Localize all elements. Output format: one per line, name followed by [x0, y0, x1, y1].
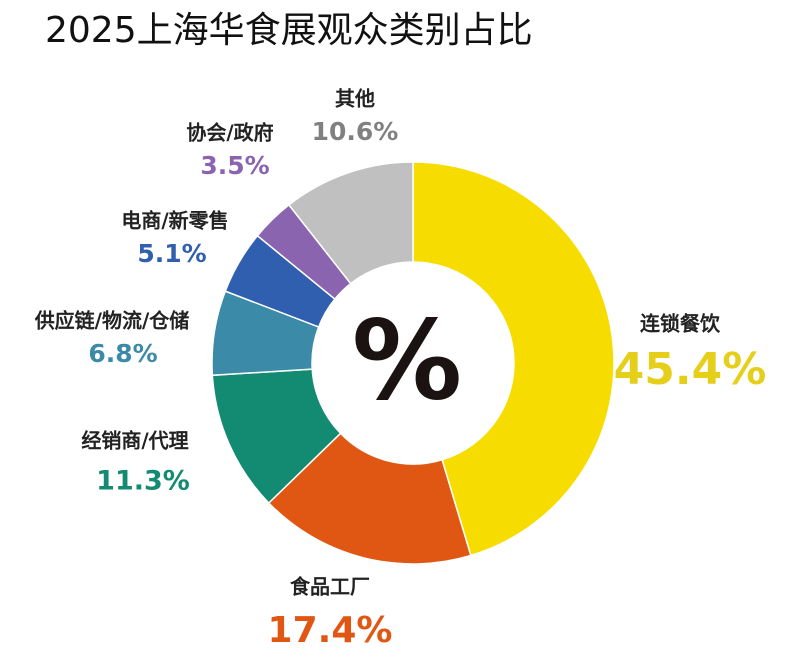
category-label: 连锁餐饮 [640, 312, 721, 336]
category-label: 其他 [335, 87, 375, 111]
value-label: 17.4% [268, 610, 393, 651]
value-label: 10.6% [312, 117, 399, 146]
category-label: 协会/政府 [186, 121, 273, 145]
center-label: % [352, 296, 462, 424]
category-label: 供应链/物流/仓储 [34, 309, 190, 333]
donut-slice [287, 161, 414, 285]
category-label: 电商/新零售 [121, 209, 228, 233]
donut-slice [267, 432, 472, 565]
category-label: 食品工厂 [290, 575, 370, 599]
value-label: 6.8% [88, 339, 157, 368]
value-label: 5.1% [137, 239, 206, 268]
value-label: 11.3% [96, 466, 190, 497]
value-label: 3.5% [200, 151, 269, 180]
donut-slice [412, 161, 615, 557]
value-label: 45.4% [614, 344, 767, 395]
category-label: 经销商/代理 [81, 429, 188, 453]
chart-title: 2025上海华食展观众类别占比 [45, 10, 533, 51]
